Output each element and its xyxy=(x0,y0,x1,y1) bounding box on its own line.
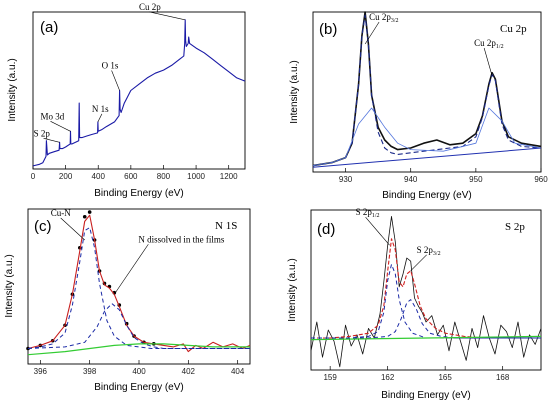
panel-c-series xyxy=(26,210,251,356)
panel-d-ticks: 159 162 165 168 xyxy=(323,366,510,382)
panel-b-annotation-1: Cu 2p1/2 xyxy=(474,38,503,50)
panel-c-annotation-0: Cu-N xyxy=(51,208,72,218)
panel-c-annotation-1: N dissolved in the films xyxy=(138,234,224,244)
panel-a-annotation-2: N 1s xyxy=(92,104,109,114)
panel-a-xtick-label-2: 400 xyxy=(92,172,106,181)
panel-a-annotation-arrow-3 xyxy=(50,121,71,132)
panel-a-annotation-1: O 1s xyxy=(102,61,119,71)
panel-d-annotation-arrow-1 xyxy=(410,254,427,272)
panel-d-series-0-line xyxy=(310,216,542,368)
panel-b-label: (b) xyxy=(319,21,337,38)
panel-b-xtick-label-0: 930 xyxy=(339,175,353,184)
panel-d-annotation-0: S 2p1/2 xyxy=(356,207,380,219)
panel-c-annotation-arrow-1 xyxy=(114,244,149,295)
panel-c-ylabel: Intensity (a.u.) xyxy=(4,254,15,317)
panel-a-annotation-arrow-4 xyxy=(43,138,60,143)
panel-a-xlabel: Binding Energy (eV) xyxy=(94,188,184,199)
panel-d-annotation-1-sub: 3/2 xyxy=(433,251,441,257)
panel-c-xtick-label-0: 396 xyxy=(34,367,48,376)
panel-d: (d) S 2p Binding Energy (eV) Intensity (… xyxy=(287,207,542,401)
panel-d-ylabel: Intensity (a.u.) xyxy=(287,258,298,321)
panel-a-label: (a) xyxy=(40,19,58,36)
panel-a-annotation-0: Cu 2p xyxy=(139,2,161,12)
panel-d-series-3-line xyxy=(311,299,541,339)
panel-d-label: (d) xyxy=(317,221,335,238)
panel-a-xtick-label-3: 600 xyxy=(124,172,138,181)
panel-a-xtick-label-0: 0 xyxy=(31,172,36,181)
panel-c-xtick-label-1: 398 xyxy=(83,367,97,376)
panel-d-xtick-label-2: 165 xyxy=(438,373,452,382)
panel-b: (b) Cu 2p Binding Energy (eV) Intensity … xyxy=(289,11,548,201)
panel-b-series-0-line xyxy=(312,11,542,167)
panel-d-xlabel: Binding Energy (eV) xyxy=(381,390,471,401)
panel-c-series-3-line xyxy=(27,303,250,349)
panel-b-annotation-0: Cu 2p3/2 xyxy=(369,12,398,24)
panel-c-series-4-line xyxy=(27,343,250,356)
panel-a-annotation-3: Mo 3d xyxy=(41,111,65,121)
panel-c-xtick-label-4: 404 xyxy=(231,367,245,376)
panel-c-xlabel: Binding Energy (eV) xyxy=(94,382,184,393)
panel-b-xtick-label-3: 960 xyxy=(534,175,548,184)
panel-b-annotations: Cu 2p3/2 Cu 2p1/2 xyxy=(364,12,504,77)
panel-d-series-4-line xyxy=(310,335,542,341)
panel-b-annotation-arrow-0 xyxy=(364,21,380,45)
panel-c-annotations: Cu-N N dissolved in the films xyxy=(51,208,225,295)
panel-c-annotation-arrow-0 xyxy=(60,217,85,241)
panel-a-ylabel: Intensity (a.u.) xyxy=(7,58,18,121)
panel-c-label: (c) xyxy=(34,218,52,235)
panel-a-xtick-label-4: 800 xyxy=(157,172,171,181)
panel-b-xlabel: Binding Energy (eV) xyxy=(382,190,472,201)
panel-d-annotation-0-sub: 1/2 xyxy=(372,213,380,219)
panel-a-series-0-line xyxy=(32,19,246,167)
panel-b-ticks: 930 940 950 960 xyxy=(339,168,548,184)
panel-d-title: S 2p xyxy=(505,221,525,233)
panel-b-title: Cu 2p xyxy=(500,23,527,35)
panel-a-series xyxy=(32,19,246,167)
panel-a: (a) Binding Energy (eV) Intensity (a.u.)… xyxy=(7,2,246,199)
panel-a-annotation-arrow-0 xyxy=(148,11,186,21)
panel-d-annotations: S 2p1/2 S 2p3/2 xyxy=(356,207,441,272)
panel-c-ticks: 396 398 400 402 404 xyxy=(34,360,245,376)
panel-d-annotation-arrow-0 xyxy=(365,217,390,246)
panel-d-xtick-label-1: 162 xyxy=(381,373,395,382)
panel-b-series xyxy=(312,11,542,168)
panel-d-frame xyxy=(310,209,542,371)
panel-d-annotation-1: S 2p3/2 xyxy=(417,245,441,257)
panel-a-annotation-arrow-2 xyxy=(97,113,103,123)
panel-b-xtick-label-2: 950 xyxy=(469,175,483,184)
panel-a-xtick-label-5: 1000 xyxy=(187,172,205,181)
panel-b-ylabel: Intensity (a.u.) xyxy=(289,60,300,123)
panel-b-annotation-0-sub: 3/2 xyxy=(391,18,399,24)
panel-c-xtick-label-2: 400 xyxy=(132,367,146,376)
panel-c-point-7 xyxy=(87,210,92,214)
panel-a-xtick-label-6: 1200 xyxy=(220,172,238,181)
panel-d-xtick-label-3: 168 xyxy=(496,373,510,382)
panel-a-xtick-label-1: 200 xyxy=(59,172,73,181)
panel-d-xtick-label-0: 159 xyxy=(323,373,337,382)
panel-c-title: N 1S xyxy=(215,220,237,232)
panel-b-annotation-arrow-1 xyxy=(483,47,493,77)
panel-b-xtick-label-1: 940 xyxy=(404,175,418,184)
panel-c: (c) N 1S Binding Energy (eV) Intensity (… xyxy=(4,208,251,393)
panel-a-ticks: 0 200 400 600 800 1000 1200 xyxy=(31,165,238,181)
panel-b-series-3-line xyxy=(312,147,542,168)
panel-a-frame xyxy=(32,11,246,170)
panel-c-xtick-label-3: 402 xyxy=(182,367,196,376)
panel-c-point-6 xyxy=(82,214,87,219)
panel-b-annotation-1-sub: 1/2 xyxy=(496,44,504,50)
panel-b-frame xyxy=(312,11,542,173)
panel-a-annotation-4: S 2p xyxy=(34,128,51,138)
panel-c-frame xyxy=(27,208,251,365)
panel-d-series xyxy=(310,216,542,368)
panel-a-annotation-arrow-1 xyxy=(111,70,120,91)
panel-b-series-2-line xyxy=(312,107,542,166)
panel-a-annotations: Cu 2p O 1s N 1s Mo 3d S 2p xyxy=(34,2,186,143)
panel-d-series-2-line xyxy=(311,263,541,339)
